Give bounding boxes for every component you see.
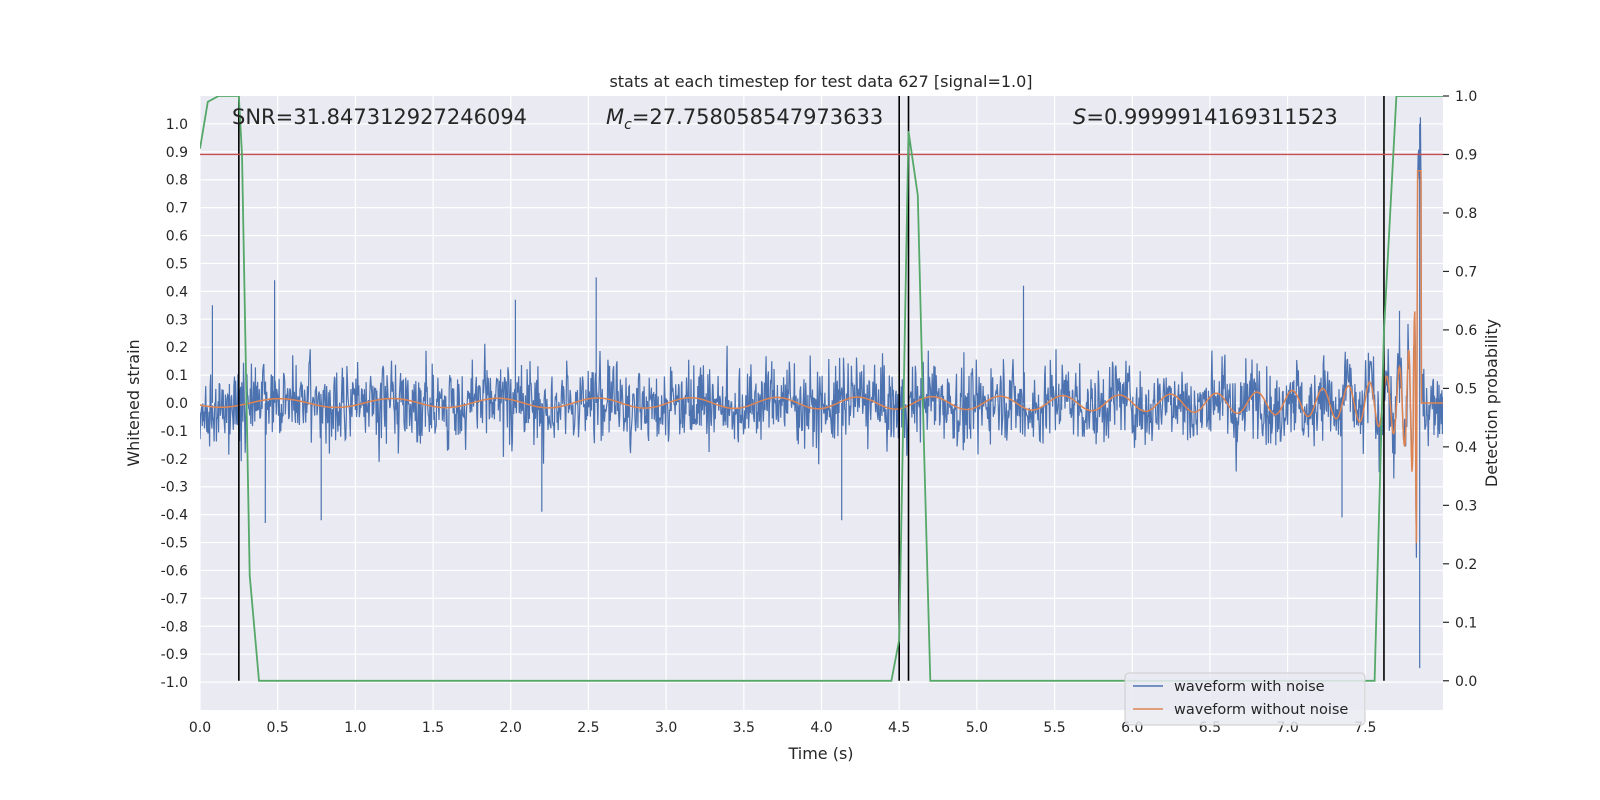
chart-title: stats at each timestep for test data 627… [609,72,1032,91]
x-tick-label: 4.5 [888,720,910,736]
annotation-snr: SNR=31.847312927246094 [232,105,527,129]
y-tick-label: 0.6 [166,229,188,245]
y-axis-ticks: 1.0 0.9 0.8 0.7 0.6 0.5 0.4 0.3 0.2 0.1 0.0 -0.1 -0.… [161,117,188,691]
legend-label-clean: waveform without noise [1174,702,1348,718]
y-tick-label: -0.4 [161,508,188,524]
y-tick-label: 0.9 [166,145,188,161]
mc-subscript: c [624,117,632,133]
y2-tick-label: 0.4 [1455,440,1477,456]
series-detection-probability [200,96,1443,682]
x-tick-label: 5.5 [1043,720,1065,736]
y2-tick-label: 0.7 [1455,264,1477,280]
y2-tick-label: 0.3 [1455,498,1477,514]
x-axis-label: Time (s) [787,744,853,763]
y-tick-label: -0.2 [161,452,188,468]
y2-tick-label: 0.1 [1455,615,1477,631]
legend-box [1124,672,1366,726]
mc-value: =27.758058547973633 [632,105,883,129]
y-tick-label: 0.7 [166,201,188,217]
x-tick-label: 3.0 [655,720,677,736]
y-tick-label: -0.1 [161,424,188,440]
y-tick-label: -0.6 [161,563,188,579]
legend: waveform with noise waveform without noi… [1124,672,1366,726]
y-tick-label: 0.1 [166,368,188,384]
legend-label-noisy: waveform with noise [1174,679,1325,695]
x-tick-label: 1.5 [422,720,444,736]
y2-tick-label: 0.5 [1455,381,1477,397]
y2-axis-label: Detection probability [1482,319,1501,487]
y-tick-label: -0.3 [161,480,188,496]
y2-tick-label: 0.6 [1455,323,1477,339]
y2-tick-label: 1.0 [1455,89,1477,105]
y-tick-label: -0.5 [161,536,188,552]
y2-tick-label: 0.8 [1455,206,1477,222]
x-tick-label: 4.0 [810,720,832,736]
x-tick-label: 1.0 [344,720,366,736]
y-tick-label: -0.8 [161,619,188,635]
y-axis-label: Whitened strain [124,339,143,466]
series-waveform-without-noise [200,169,1443,544]
x-tick-label: 5.0 [966,720,988,736]
x-tick-label: 2.0 [500,720,522,736]
x-tick-label: 0.0 [189,720,211,736]
y-tick-label: 0.8 [166,173,188,189]
y-tick-label: 0.0 [166,396,188,412]
y2-axis-ticks: 1.0 0.9 0.8 0.7 0.6 0.5 0.4 0.3 0.2 0.1 0.0 [1443,89,1477,690]
s-value: =0.9999914169311523 [1086,105,1337,129]
y-tick-label: 0.5 [166,256,188,272]
annotation-mc: Mc=27.758058547973633 [606,105,883,133]
vertical-markers [238,96,1385,681]
y-tick-label: 0.2 [166,340,188,356]
x-tick-label: 2.5 [577,720,599,736]
y-tick-label: -0.7 [161,591,188,607]
mc-symbol: M [606,105,624,129]
y-tick-label: -1.0 [161,675,188,691]
y2-tick-label: 0.9 [1455,147,1477,163]
annotation-s: S=0.9999914169311523 [1073,105,1338,129]
x-tick-label: 3.5 [733,720,755,736]
series-waveform-with-noise [200,117,1443,669]
y2-tick-label: 0.0 [1455,674,1477,690]
plot-area [200,96,1443,682]
y-tick-label: -0.9 [161,647,188,663]
y2-tick-label: 0.2 [1455,557,1477,573]
y-tick-label: 0.3 [166,312,188,328]
s-symbol: S [1073,105,1086,129]
y-tick-label: 0.4 [166,284,188,300]
x-tick-label: 0.5 [267,720,289,736]
y-tick-label: 1.0 [166,117,188,133]
